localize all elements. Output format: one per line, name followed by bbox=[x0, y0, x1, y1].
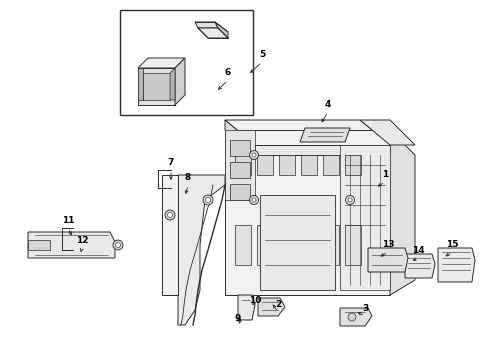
Polygon shape bbox=[28, 232, 115, 258]
Polygon shape bbox=[235, 225, 251, 265]
Polygon shape bbox=[279, 155, 295, 175]
Polygon shape bbox=[230, 184, 250, 200]
Polygon shape bbox=[138, 58, 185, 68]
Polygon shape bbox=[195, 22, 218, 28]
Polygon shape bbox=[178, 175, 225, 325]
Text: 14: 14 bbox=[412, 246, 424, 255]
Polygon shape bbox=[230, 162, 250, 178]
Circle shape bbox=[249, 195, 259, 204]
Circle shape bbox=[348, 313, 356, 321]
Circle shape bbox=[116, 243, 121, 248]
Polygon shape bbox=[390, 130, 415, 295]
Circle shape bbox=[249, 150, 259, 159]
Text: 11: 11 bbox=[62, 216, 74, 225]
Polygon shape bbox=[258, 298, 285, 316]
Polygon shape bbox=[215, 22, 228, 38]
Polygon shape bbox=[301, 225, 317, 265]
Polygon shape bbox=[143, 73, 170, 100]
Text: 13: 13 bbox=[382, 240, 394, 249]
Polygon shape bbox=[238, 295, 255, 320]
Text: 2: 2 bbox=[275, 300, 281, 309]
Polygon shape bbox=[323, 155, 339, 175]
Text: 5: 5 bbox=[259, 50, 265, 59]
Polygon shape bbox=[360, 120, 415, 145]
Polygon shape bbox=[225, 130, 255, 200]
Polygon shape bbox=[323, 225, 339, 265]
Circle shape bbox=[345, 195, 354, 204]
Text: 15: 15 bbox=[446, 240, 458, 249]
Text: 4: 4 bbox=[325, 100, 331, 109]
Polygon shape bbox=[368, 248, 408, 272]
Polygon shape bbox=[257, 155, 273, 175]
Circle shape bbox=[113, 240, 123, 250]
Polygon shape bbox=[175, 58, 185, 105]
Text: 12: 12 bbox=[76, 236, 88, 245]
Polygon shape bbox=[405, 254, 435, 278]
Polygon shape bbox=[438, 248, 475, 282]
Circle shape bbox=[165, 210, 175, 220]
Text: 9: 9 bbox=[235, 314, 241, 323]
Text: 1: 1 bbox=[382, 170, 388, 179]
Polygon shape bbox=[300, 128, 350, 142]
Polygon shape bbox=[28, 240, 50, 250]
Polygon shape bbox=[225, 120, 390, 145]
Polygon shape bbox=[225, 120, 255, 155]
Polygon shape bbox=[301, 155, 317, 175]
Polygon shape bbox=[162, 175, 178, 295]
Bar bbox=[120, 10, 253, 115]
Polygon shape bbox=[235, 155, 251, 175]
Polygon shape bbox=[170, 68, 175, 100]
Polygon shape bbox=[257, 225, 273, 265]
Polygon shape bbox=[345, 225, 361, 265]
Circle shape bbox=[205, 198, 211, 202]
Polygon shape bbox=[340, 308, 372, 326]
Polygon shape bbox=[340, 145, 390, 290]
Text: 7: 7 bbox=[168, 158, 174, 167]
Polygon shape bbox=[230, 140, 250, 156]
Polygon shape bbox=[255, 145, 390, 155]
Polygon shape bbox=[198, 28, 228, 38]
Circle shape bbox=[203, 195, 213, 205]
Polygon shape bbox=[279, 225, 295, 265]
Circle shape bbox=[348, 198, 352, 202]
Circle shape bbox=[252, 153, 256, 157]
Polygon shape bbox=[260, 195, 335, 290]
Polygon shape bbox=[345, 155, 361, 175]
Text: 10: 10 bbox=[249, 296, 261, 305]
Polygon shape bbox=[138, 68, 143, 100]
Text: 8: 8 bbox=[185, 173, 191, 182]
Circle shape bbox=[168, 212, 172, 217]
Circle shape bbox=[252, 198, 256, 202]
Text: 3: 3 bbox=[362, 304, 368, 313]
Polygon shape bbox=[225, 130, 390, 295]
Text: 6: 6 bbox=[225, 68, 231, 77]
Polygon shape bbox=[138, 68, 175, 105]
